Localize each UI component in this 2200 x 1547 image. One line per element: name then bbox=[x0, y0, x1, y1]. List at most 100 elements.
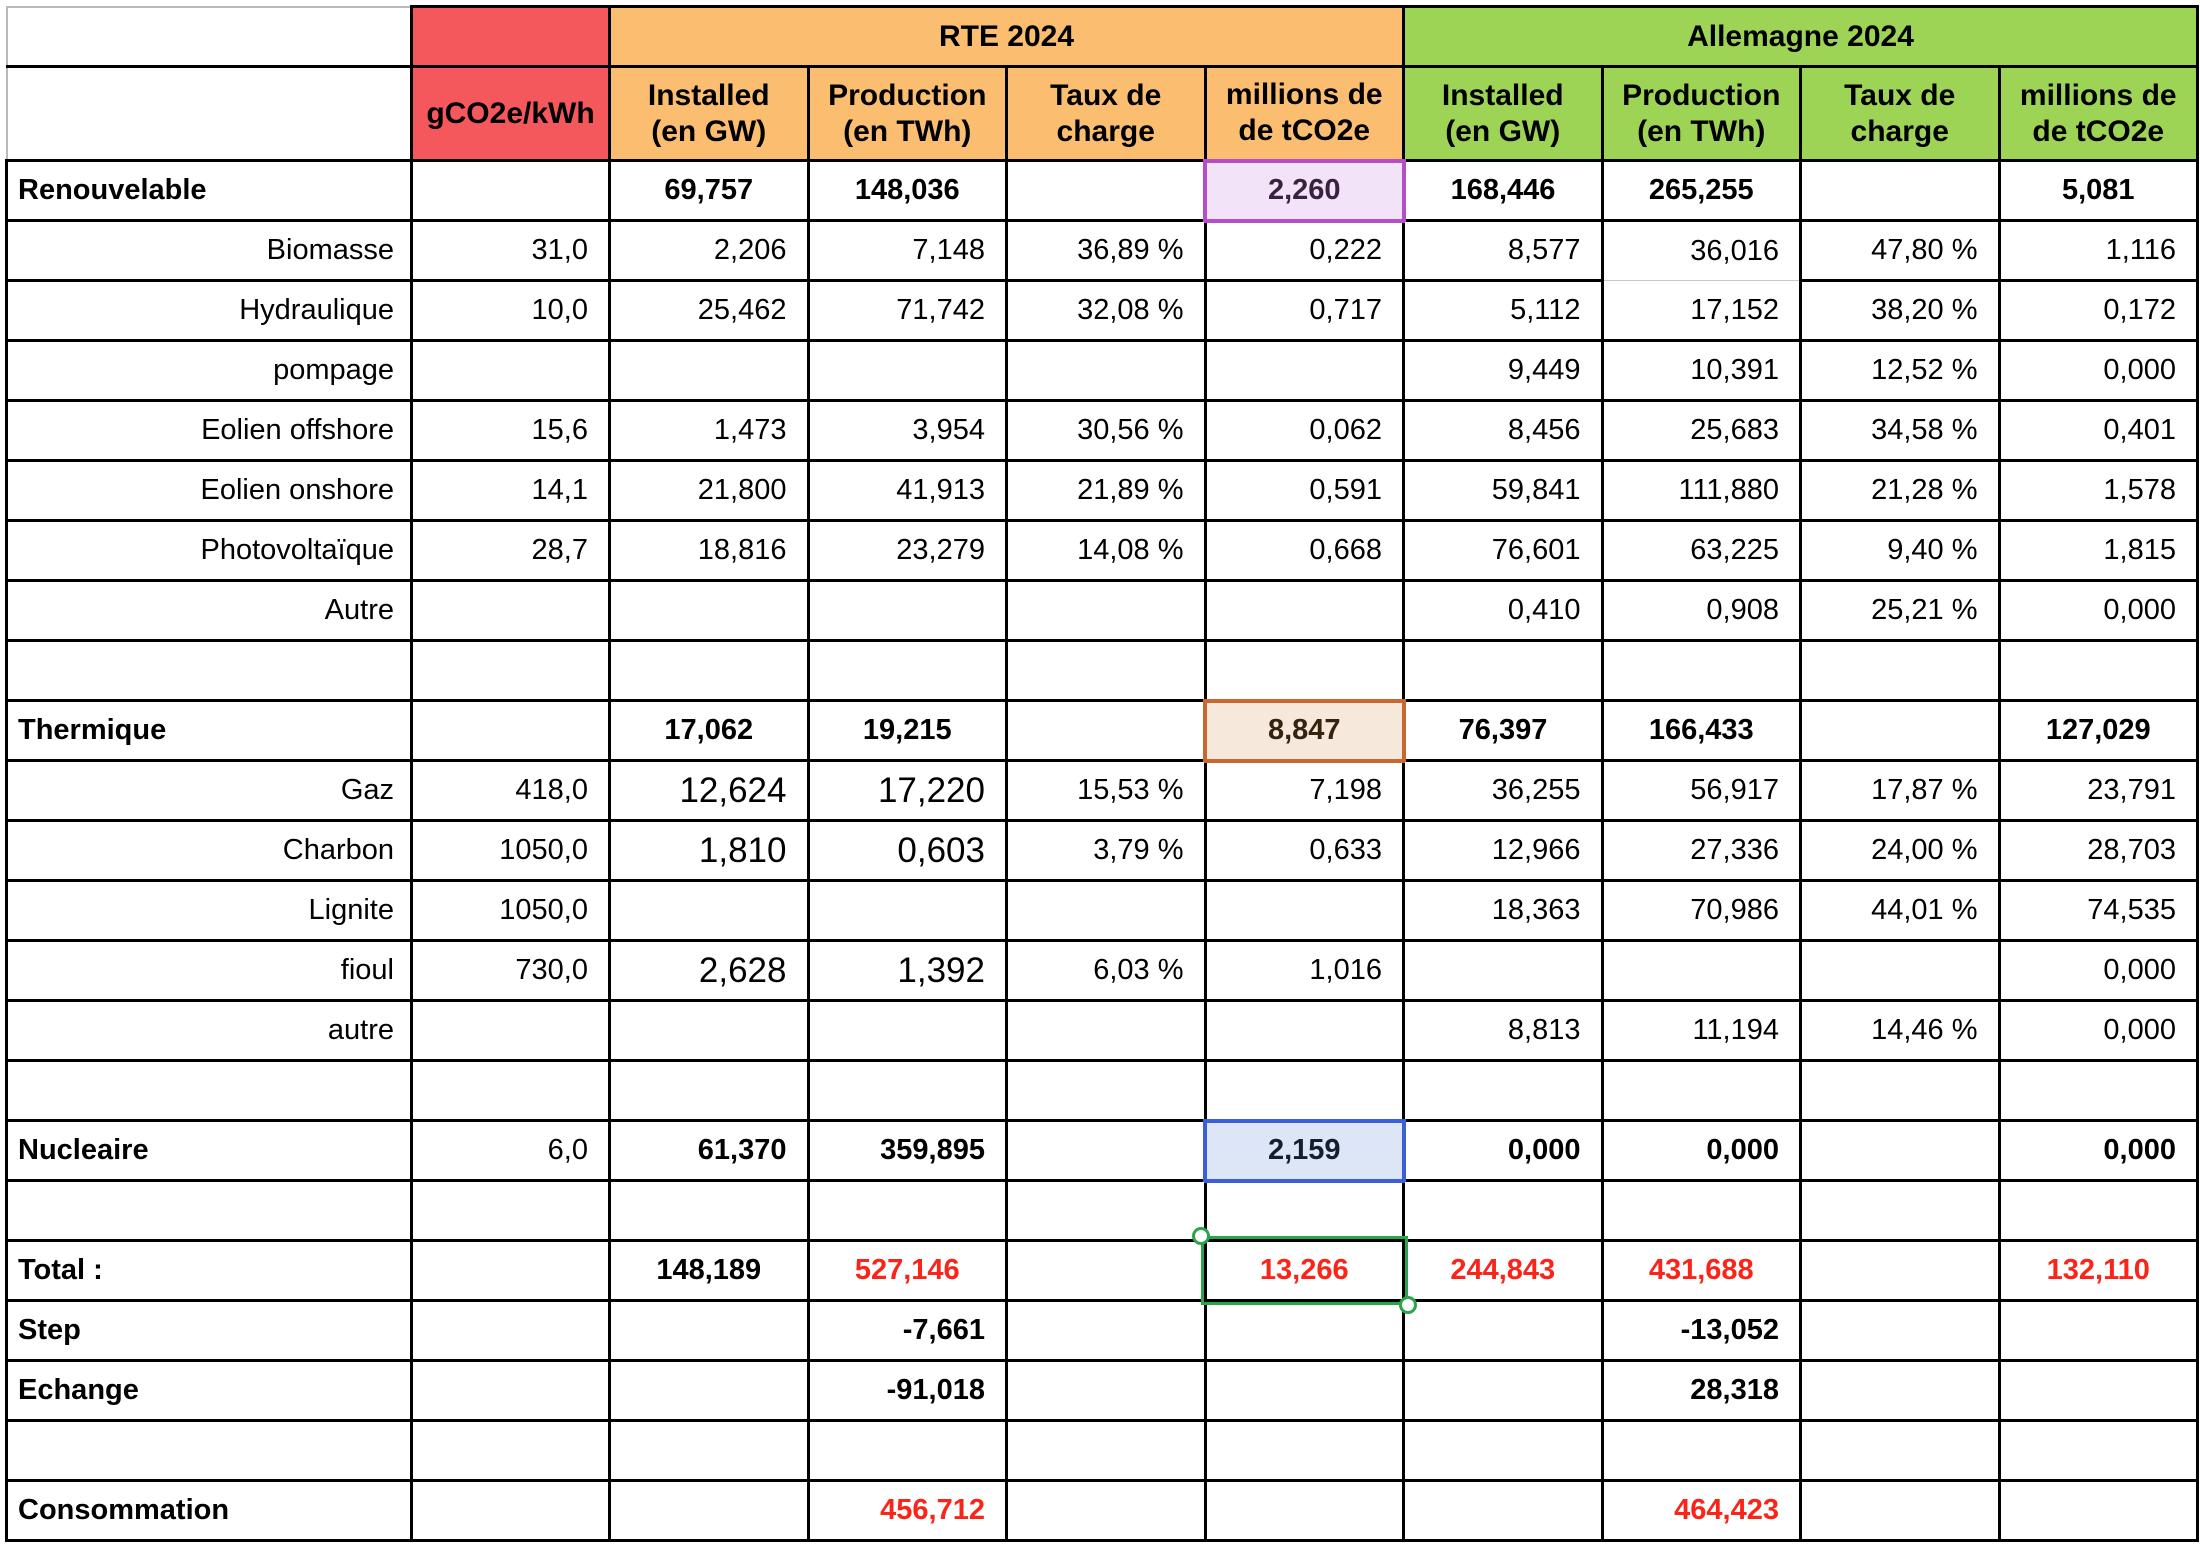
allemagne-mtco2e-header[interactable]: millions de de tCO2e bbox=[1997, 65, 2199, 162]
cell[interactable] bbox=[1203, 1299, 1405, 1362]
cell[interactable]: 0,000 bbox=[1997, 939, 2199, 1002]
cell[interactable] bbox=[608, 879, 810, 942]
cell[interactable]: 0,401 bbox=[1997, 399, 2199, 462]
cell[interactable] bbox=[1799, 639, 2001, 702]
cell[interactable]: 10,0 bbox=[410, 279, 611, 342]
cell[interactable] bbox=[1997, 1479, 2199, 1542]
cell[interactable]: 1,578 bbox=[1997, 459, 2199, 522]
cell[interactable] bbox=[1799, 1179, 2001, 1242]
cell[interactable] bbox=[608, 999, 810, 1062]
cell[interactable]: 359,895 bbox=[806, 1119, 1008, 1182]
cell[interactable] bbox=[1005, 1419, 1207, 1482]
cell[interactable] bbox=[1005, 1479, 1207, 1542]
cell[interactable] bbox=[806, 1419, 1008, 1482]
cell[interactable]: 21,89 % bbox=[1005, 459, 1207, 522]
cell[interactable] bbox=[1005, 1239, 1207, 1302]
cell[interactable]: -91,018 bbox=[806, 1359, 1008, 1422]
row-label[interactable] bbox=[5, 1419, 413, 1482]
row-label[interactable]: Charbon bbox=[5, 819, 413, 882]
allemagne-installed-header[interactable]: Installed (en GW) bbox=[1402, 65, 1604, 162]
cell[interactable] bbox=[1005, 159, 1207, 222]
rte-production-header[interactable]: Production (en TWh) bbox=[806, 65, 1008, 162]
row-label[interactable]: Consommation bbox=[5, 1479, 413, 1542]
cell[interactable]: 47,80 % bbox=[1799, 219, 2001, 282]
cell[interactable] bbox=[1799, 1059, 2001, 1122]
cell[interactable] bbox=[608, 339, 810, 402]
cell[interactable]: 12,624 bbox=[608, 759, 810, 822]
row-label[interactable]: Gaz bbox=[5, 759, 413, 822]
allemagne-taux-header[interactable]: Taux de charge bbox=[1799, 65, 2001, 162]
cell[interactable]: 25,462 bbox=[608, 279, 810, 342]
cell[interactable] bbox=[608, 1359, 810, 1422]
cell[interactable] bbox=[1799, 1239, 2001, 1302]
cell[interactable]: 9,449 bbox=[1402, 339, 1604, 402]
cell[interactable] bbox=[1799, 1419, 2001, 1482]
cell[interactable]: 12,966 bbox=[1402, 819, 1604, 882]
cell[interactable]: 1050,0 bbox=[410, 879, 611, 942]
cell[interactable] bbox=[410, 1239, 611, 1302]
cell[interactable] bbox=[1005, 1179, 1207, 1242]
cell[interactable] bbox=[1799, 1299, 2001, 1362]
cell[interactable] bbox=[410, 1479, 611, 1542]
cell[interactable] bbox=[1799, 159, 2001, 222]
cell[interactable]: 7,148 bbox=[806, 219, 1008, 282]
cell[interactable]: 21,800 bbox=[608, 459, 810, 522]
row-label[interactable]: Total : bbox=[5, 1239, 413, 1302]
cell[interactable] bbox=[608, 1479, 810, 1542]
selected-cell[interactable]: 13,266 bbox=[1191, 1227, 1417, 1314]
cell[interactable]: 2,628 bbox=[608, 939, 810, 1002]
row-label[interactable] bbox=[5, 639, 413, 702]
rte-group-header[interactable]: RTE 2024 bbox=[608, 5, 1405, 68]
selection-handle[interactable] bbox=[1191, 1227, 1210, 1245]
row-label[interactable]: Biomasse bbox=[5, 219, 413, 282]
cell[interactable]: 0,000 bbox=[1997, 339, 2199, 402]
cell[interactable]: 244,843 bbox=[1402, 1239, 1604, 1302]
cell[interactable]: 431,688 bbox=[1600, 1239, 1802, 1302]
cell[interactable]: 8,813 bbox=[1402, 999, 1604, 1062]
cell[interactable]: 38,20 % bbox=[1799, 279, 2001, 342]
cell[interactable]: 25,683 bbox=[1600, 399, 1802, 462]
cell[interactable]: 148,036 bbox=[806, 159, 1008, 222]
cell[interactable]: 15,6 bbox=[410, 399, 611, 462]
cell[interactable] bbox=[608, 639, 810, 702]
gco2e-group-cell[interactable] bbox=[410, 5, 611, 68]
cell[interactable]: 0,000 bbox=[1997, 999, 2199, 1062]
cell[interactable] bbox=[410, 1359, 611, 1422]
cell[interactable]: 2,206 bbox=[608, 219, 810, 282]
cell[interactable]: 0,222 bbox=[1203, 219, 1405, 282]
cell[interactable] bbox=[410, 1299, 611, 1362]
cell[interactable] bbox=[806, 1179, 1008, 1242]
cell[interactable]: 15,53 % bbox=[1005, 759, 1207, 822]
cell[interactable] bbox=[1005, 699, 1207, 762]
cell[interactable]: 0,603 bbox=[806, 819, 1008, 882]
cell[interactable]: 5,112 bbox=[1402, 279, 1604, 342]
cell[interactable]: 111,880 bbox=[1600, 459, 1802, 522]
cell[interactable] bbox=[1799, 939, 2001, 1002]
cell[interactable]: 3,954 bbox=[806, 399, 1008, 462]
cell[interactable] bbox=[410, 699, 611, 762]
cell[interactable]: 28,7 bbox=[410, 519, 611, 582]
cell[interactable]: 1,392 bbox=[806, 939, 1008, 1002]
cell[interactable] bbox=[1005, 879, 1207, 942]
cell[interactable] bbox=[1005, 339, 1207, 402]
cell[interactable]: 14,1 bbox=[410, 459, 611, 522]
cell[interactable] bbox=[1005, 1119, 1207, 1182]
cell[interactable]: 69,757 bbox=[608, 159, 810, 222]
cell[interactable] bbox=[1005, 639, 1207, 702]
cell[interactable]: 71,742 bbox=[806, 279, 1008, 342]
cell[interactable] bbox=[1203, 579, 1405, 642]
cell[interactable]: 0,062 bbox=[1203, 399, 1405, 462]
cell[interactable]: 730,0 bbox=[410, 939, 611, 1002]
cell[interactable]: 8,577 bbox=[1402, 219, 1604, 282]
cell[interactable] bbox=[608, 1419, 810, 1482]
cell[interactable] bbox=[1997, 1059, 2199, 1122]
cell[interactable] bbox=[1005, 999, 1207, 1062]
row-label[interactable]: pompage bbox=[5, 339, 413, 402]
cell[interactable] bbox=[1600, 1419, 1802, 1482]
cell[interactable]: 70,986 bbox=[1600, 879, 1802, 942]
cell[interactable] bbox=[1997, 639, 2199, 702]
cell[interactable]: 76,397 bbox=[1402, 699, 1604, 762]
cell[interactable] bbox=[1203, 639, 1405, 702]
cell[interactable] bbox=[1203, 999, 1405, 1062]
cell[interactable]: 41,913 bbox=[806, 459, 1008, 522]
